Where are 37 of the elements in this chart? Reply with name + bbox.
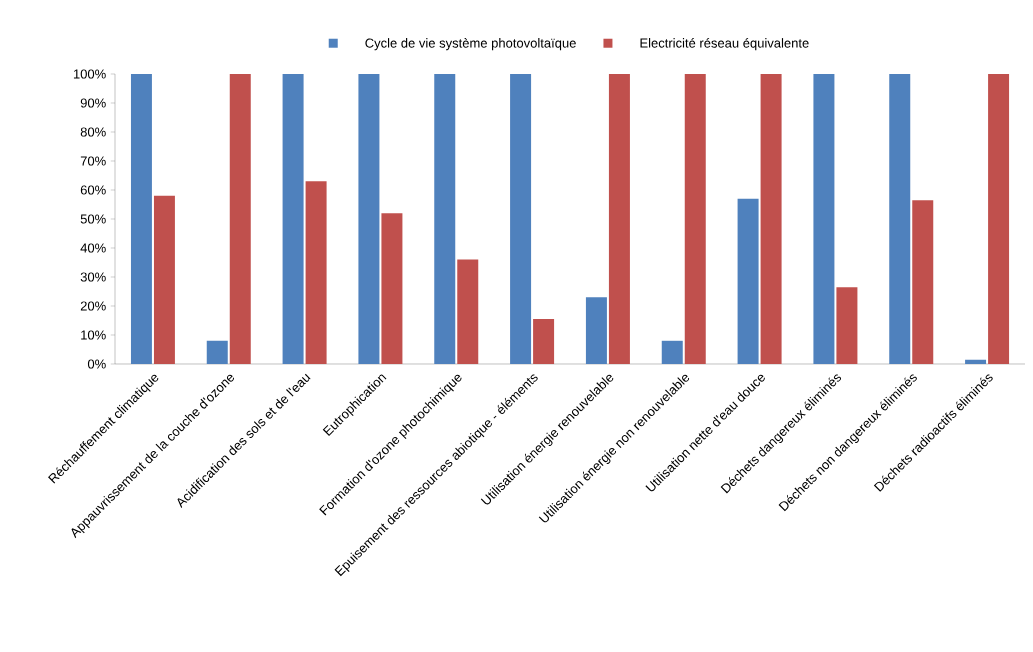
bar xyxy=(130,73,152,364)
bar xyxy=(737,198,759,364)
bar xyxy=(510,73,532,364)
bar xyxy=(684,73,706,364)
bar xyxy=(760,73,782,364)
y-tick-label: 10% xyxy=(81,330,106,340)
bar xyxy=(153,195,175,364)
y-tick-label: 0% xyxy=(87,359,106,369)
bar xyxy=(965,359,987,364)
bar xyxy=(434,73,456,364)
bar xyxy=(889,73,911,364)
bar xyxy=(206,340,228,364)
bar xyxy=(533,319,555,364)
bar xyxy=(836,287,858,364)
bar xyxy=(282,73,304,364)
y-tick-label: 100% xyxy=(73,69,106,79)
y-tick-label: 50% xyxy=(80,214,106,224)
bar xyxy=(585,297,607,364)
y-tick-label: 20% xyxy=(80,301,106,311)
bar xyxy=(457,259,479,364)
y-tick-label: 60% xyxy=(80,185,106,195)
bar xyxy=(229,73,251,364)
legend-label: Electricité réseau équivalente xyxy=(640,37,809,51)
y-tick-label: 90% xyxy=(80,98,106,108)
y-tick-label: 70% xyxy=(80,156,106,166)
legend-label: Cycle de vie système photovoltaïque xyxy=(365,37,576,51)
bar xyxy=(381,213,403,364)
y-tick-label: 30% xyxy=(80,272,106,282)
bar xyxy=(988,73,1010,364)
bar xyxy=(305,181,327,364)
bar xyxy=(358,73,380,364)
y-tick-label: 80% xyxy=(80,127,106,137)
bar xyxy=(813,73,835,364)
bar xyxy=(912,200,934,364)
bar xyxy=(608,73,630,364)
y-tick-label: 40% xyxy=(80,243,106,253)
bar xyxy=(661,340,683,364)
